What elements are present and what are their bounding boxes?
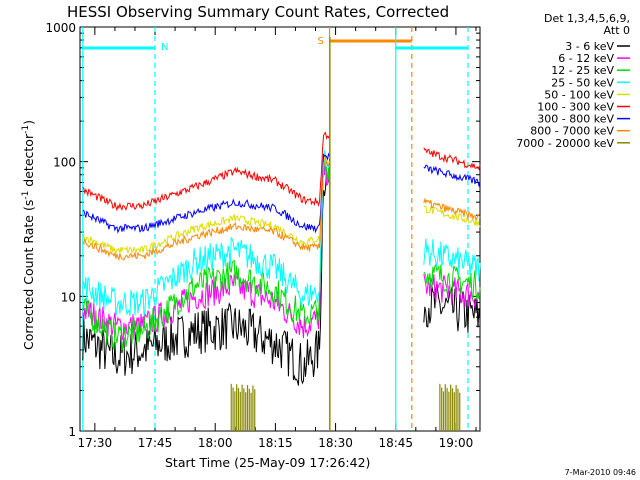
x-tick-label: 18:00 [198,436,233,450]
legend-label-6: 300 - 800 keV [537,113,614,126]
series-line-3-b [423,238,481,282]
x-tick-label: 17:45 [138,436,173,450]
series-line-1-b [423,273,481,309]
series-line-3-a [82,150,330,316]
series-line-4-a [82,156,331,254]
legend-label-2: 12 - 25 keV [551,64,614,77]
series-line-1-a [82,153,331,342]
series-group [82,37,481,431]
x-tick-label: 18:45 [378,436,413,450]
series-line-6-a [82,152,330,234]
x-tick-label: 17:30 [78,436,113,450]
y-tick-label: 1000 [45,21,76,35]
legend-header-line-2: Att 0 [604,24,630,37]
legend-label-1: 6 - 12 keV [558,52,614,65]
y-tick-label: 100 [53,156,76,170]
y-tick-label: 10 [61,290,76,304]
legend-label-8: 7000 - 20000 keV [516,137,614,150]
series-line-6-b [423,164,481,188]
observing-intervals: NS [82,27,469,431]
series-line-7-b [423,197,481,222]
plot-frame [79,26,481,432]
legend-label-0: 3 - 6 keV [565,40,614,53]
x-tick-label: 18:15 [258,436,293,450]
saa-label: S [318,36,324,47]
chart-title: HESSI Observing Summary Count Rates, Cor… [67,3,449,21]
x-tick-label: 18:30 [318,436,353,450]
legend-label-7: 800 - 7000 keV [530,125,614,138]
series-line-4-b [423,205,481,228]
legend-label-5: 100 - 300 keV [537,101,614,114]
y-tick-label: 1 [68,425,76,439]
series-line-2-a [82,157,331,351]
series-line-7-a [82,160,330,262]
series-line-2-b [423,263,481,300]
legend-header-line-1: Det 1,3,4,5,6,9, [544,12,630,25]
y-axis-label: Corrected Count Rate (s-1 detector-1) [21,120,36,350]
series-line-5-a [82,131,331,212]
legend-label-3: 25 - 50 keV [551,76,614,89]
footer-timestamp: 7-Mar-2010 09:46 [565,468,636,477]
night-label: N [161,42,168,53]
legend-label-4: 50 - 100 keV [544,88,614,101]
series-line-5-b [423,147,481,171]
x-axis-label: Start Time (25-May-09 17:26:42) [165,455,370,470]
x-tick-label: 19:00 [439,436,474,450]
x-axis-ticks: 17:30 17:45 18:00 18:15 18:30 18:45 19:00 [78,27,477,450]
y-axis-ticks: 1 10 100 1000 [45,21,480,439]
